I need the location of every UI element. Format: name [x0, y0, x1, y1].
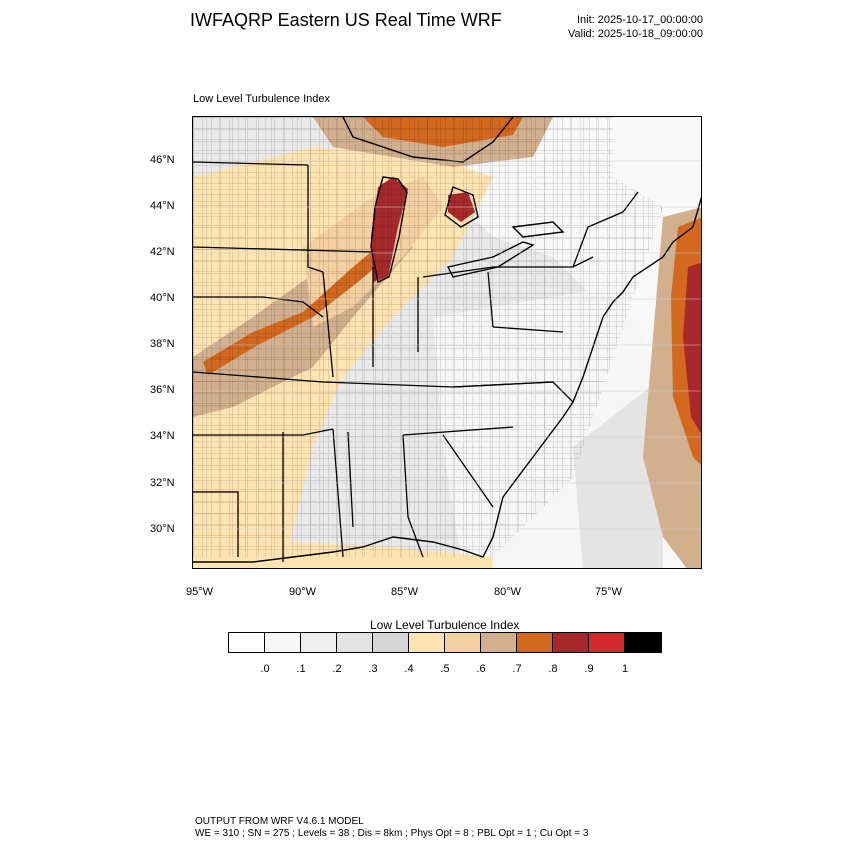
colorbar-tick-label: 1 [621, 663, 629, 675]
colorbar-tick-label: .4 [404, 663, 414, 675]
valid-time: Valid: 2025-10-18_09:00:00 [568, 28, 703, 40]
model-version: OUTPUT FROM WRF V4.6.1 MODEL [195, 816, 364, 827]
colorbar-swatch [517, 633, 553, 652]
colorbar-swatch [589, 633, 625, 652]
colorbar-tick-label: .9 [584, 663, 594, 675]
colorbar-swatch [265, 633, 301, 652]
model-settings: WE = 310 ; SN = 275 ; Levels = 38 ; Dis … [195, 828, 589, 839]
county-boundaries-secondary [193, 117, 663, 557]
graticule [193, 160, 701, 530]
colorbar-swatch [625, 633, 661, 652]
page-title: IWFAQRP Eastern US Real Time WRF [190, 10, 502, 30]
colorbar-swatch [373, 633, 409, 652]
colorbar-title: Low Level Turbulence Index [370, 618, 520, 632]
colorbar-tick-label: .3 [368, 663, 378, 675]
lat-tick-label: 32°N [150, 477, 175, 489]
map-panel [192, 116, 702, 569]
colorbar [228, 632, 662, 653]
colorbar-swatch [229, 633, 265, 652]
colorbar-swatch [337, 633, 373, 652]
field-ocean-gray [573, 377, 663, 568]
lat-tick-label: 46°N [150, 154, 175, 166]
colorbar-tick-label: .1 [296, 663, 306, 675]
colorbar-swatch [481, 633, 517, 652]
lon-tick-label: 80°W [494, 586, 522, 598]
lon-tick-label: 85°W [391, 586, 419, 598]
lon-tick-label: 75°W [595, 586, 623, 598]
model-info-footer: OUTPUT FROM WRF V4.6.1 MODEL WE = 310 ; … [195, 816, 588, 840]
turbulence-map [193, 117, 701, 568]
init-time: Init: 2025-10-17_00:00:00 [577, 14, 703, 26]
lat-tick-label: 38°N [150, 338, 175, 350]
colorbar-tick-label: .7 [512, 663, 522, 675]
lat-tick-label: 40°N [150, 292, 175, 304]
colorbar-swatch [301, 633, 337, 652]
lon-tick-label: 90°W [289, 586, 317, 598]
lat-tick-label: 36°N [150, 384, 175, 396]
lat-tick-label: 34°N [150, 430, 175, 442]
colorbar-tick-label: .2 [332, 663, 342, 675]
lon-tick-label: 95°W [186, 586, 214, 598]
lat-tick-label: 42°N [150, 246, 175, 258]
lat-tick-label: 30°N [150, 523, 175, 535]
colorbar-swatch [553, 633, 589, 652]
colorbar-tick-label: .8 [548, 663, 558, 675]
colorbar-tick-label: .6 [476, 663, 486, 675]
colorbar-swatch [445, 633, 481, 652]
colorbar-tick-label: .0 [260, 663, 270, 675]
colorbar-tick-label: .5 [440, 663, 450, 675]
colorbar-swatch [409, 633, 445, 652]
map-subtitle: Low Level Turbulence Index [193, 93, 330, 105]
lat-tick-label: 44°N [150, 200, 175, 212]
init-valid-times: Init: 2025-10-17_00:00:00 Valid: 2025-10… [568, 13, 703, 41]
state-boundaries [193, 161, 639, 562]
